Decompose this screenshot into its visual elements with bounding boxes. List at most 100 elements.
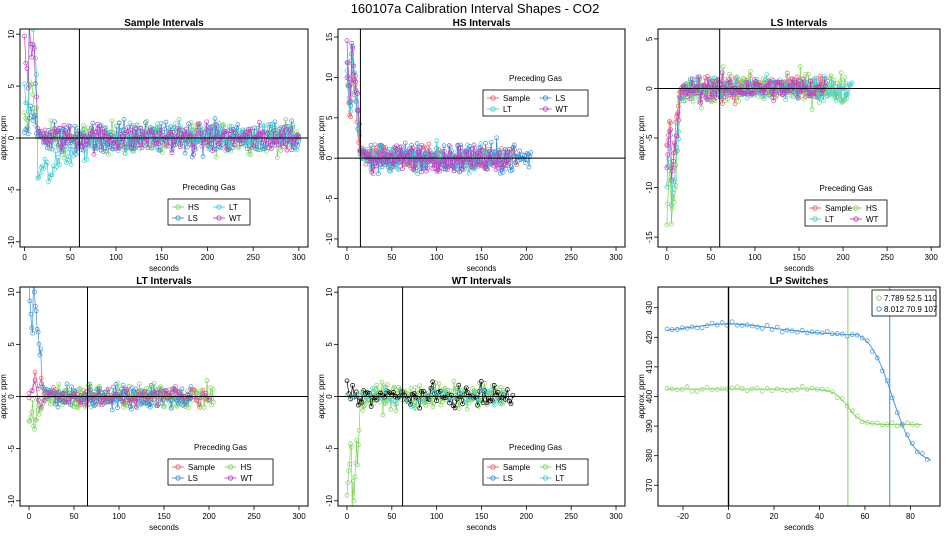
legend: Preceding Gas Sample LS HS WT [167, 443, 274, 486]
legend-marker [490, 464, 496, 470]
data-point [430, 404, 436, 410]
data-point [270, 121, 275, 127]
data-point [670, 182, 676, 188]
data-point [466, 170, 472, 176]
data-point [90, 143, 96, 149]
data-point [110, 384, 116, 390]
data-point [33, 308, 39, 314]
data-point [199, 143, 205, 149]
x-tick-label: 250 [247, 512, 261, 521]
data-point [209, 124, 214, 129]
legend-item: LT [539, 474, 564, 483]
legend-marker [175, 204, 181, 210]
data-point [844, 333, 850, 339]
y-tick-label: -5 [645, 134, 654, 142]
data-point [148, 383, 154, 388]
data-point [469, 397, 475, 403]
data-point [393, 145, 399, 151]
data-point [274, 134, 280, 140]
x-tick-label: 100 [112, 512, 126, 521]
data-point [402, 140, 408, 146]
data-point [40, 400, 46, 406]
data-point [447, 149, 453, 155]
data-point [443, 389, 449, 395]
data-point [497, 151, 503, 156]
data-point [143, 120, 148, 125]
data-point [217, 126, 223, 132]
data-point [466, 400, 472, 406]
data-point [29, 325, 35, 331]
data-point [767, 79, 773, 85]
data-point [465, 390, 471, 395]
data-point [267, 121, 273, 127]
data-point [815, 87, 821, 92]
data-point [809, 329, 815, 335]
data-point [814, 386, 820, 392]
data-point [108, 133, 114, 138]
data-point [128, 404, 133, 409]
data-point [467, 144, 473, 149]
y-axis-label: approx. ppm [637, 374, 646, 419]
data-point [491, 149, 497, 154]
data-point [454, 396, 460, 402]
data-point [186, 405, 191, 410]
data-point [348, 441, 353, 447]
panel-title: WT Intervals [452, 276, 512, 287]
data-point [200, 130, 206, 136]
data-point [704, 97, 710, 103]
data-point [348, 108, 354, 114]
data-point [522, 160, 528, 165]
data-point [434, 138, 440, 144]
plot-frame [657, 286, 941, 507]
data-point [415, 171, 421, 177]
data-point [41, 166, 47, 172]
data-point [210, 148, 215, 154]
data-point [769, 388, 775, 393]
data-point [376, 171, 381, 177]
data-point [848, 81, 854, 87]
data-point [669, 202, 675, 208]
data-point [708, 97, 713, 102]
x-tick-label: 250 [565, 253, 579, 262]
data-point [28, 311, 34, 317]
data-point [173, 142, 178, 147]
data-point [203, 140, 208, 145]
data-point [37, 352, 43, 358]
legend-title: Preceding Gas [820, 184, 873, 193]
x-tick-label: 300 [292, 512, 306, 521]
y-tick-label: -15 [645, 231, 654, 243]
data-point [828, 73, 834, 79]
data-point [88, 404, 94, 410]
data-point [27, 282, 31, 286]
data-point [354, 99, 359, 105]
data-point [709, 320, 715, 326]
data-point [438, 159, 443, 165]
legend-label: Sample [503, 94, 531, 103]
data-point [363, 161, 369, 167]
data-point [694, 325, 700, 331]
data-point [137, 401, 143, 406]
data-point [491, 383, 497, 388]
data-point [458, 142, 463, 148]
x-tick-label: 100 [109, 253, 123, 262]
data-point [450, 163, 456, 169]
data-point [154, 403, 160, 409]
data-point [801, 96, 807, 102]
data-point [760, 90, 765, 96]
data-point [37, 170, 43, 176]
data-point [671, 158, 676, 164]
legend-label: WT [229, 214, 242, 223]
data-point [799, 328, 805, 333]
data-point [55, 155, 61, 160]
data-point [689, 389, 695, 394]
y-tick-label: -5 [325, 194, 334, 202]
data-point [350, 46, 356, 51]
data-point [829, 389, 835, 395]
data-point [350, 478, 356, 484]
data-point [51, 392, 56, 398]
data-point [488, 388, 494, 393]
data-point [503, 146, 508, 152]
data-point [146, 389, 151, 395]
legend-label: HS [866, 204, 877, 213]
data-point [90, 120, 96, 126]
